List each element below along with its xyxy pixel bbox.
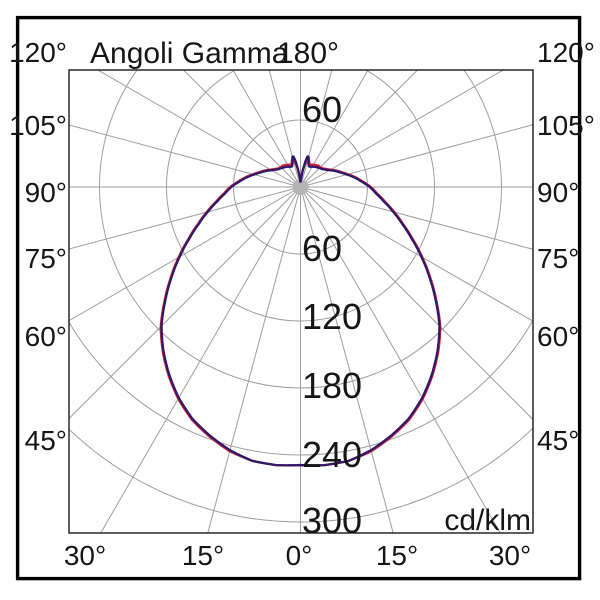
gamma-label-right-120: 120° [537, 37, 595, 68]
ring-label-240: 240 [302, 434, 363, 475]
gamma-label-bottom-0: 0° [285, 540, 313, 571]
intensity-curve-blue [160, 155, 441, 467]
gamma-label-left-75: 75° [24, 243, 67, 274]
outer-frame [15, 15, 582, 581]
gamma-label-right-60: 60° [537, 321, 580, 352]
gamma-label-right-75: 75° [537, 243, 580, 274]
ring-label-120: 120 [302, 296, 363, 337]
chart-title: Angoli Gamma [90, 37, 289, 70]
gamma-label-right-105: 105° [537, 110, 595, 141]
gamma-label-right-90: 90° [537, 177, 580, 208]
gamma-label-bottom-30R: 30° [488, 540, 532, 571]
plot-border [68, 69, 534, 534]
ring-label-180: 180 [302, 365, 363, 406]
gamma-label-bottom-15R: 15° [375, 540, 419, 571]
gamma-label-right-45: 45° [537, 425, 580, 456]
ring-label-60: 60 [302, 228, 343, 269]
unit-label: cd/klm [444, 504, 531, 537]
gamma-label-left-120: 120° [9, 37, 67, 68]
gamma-label-left-105: 105° [9, 110, 67, 141]
center-dot [292, 179, 309, 195]
ring-label-60-top: 60 [302, 89, 343, 130]
gamma-label-left-90: 90° [24, 177, 67, 208]
gamma-label-left-45: 45° [24, 425, 67, 456]
ring-label-300: 300 [302, 500, 363, 541]
gamma-label-left-60: 60° [24, 321, 67, 352]
gamma-label-bottom-15L: 15° [181, 540, 225, 571]
gamma-label-bottom-30L: 30° [63, 540, 107, 571]
top-angle-label: 180° [277, 37, 340, 70]
